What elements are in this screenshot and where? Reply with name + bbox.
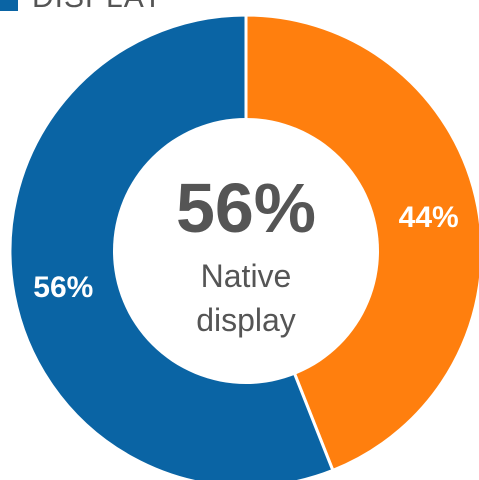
donut-hole (113, 118, 379, 384)
slice-label-2: 56% (33, 271, 93, 304)
legend-label: DISPLAY (32, 0, 164, 15)
center-value: 56% (176, 169, 316, 247)
legend: DISPLAY (0, 0, 164, 18)
legend-swatch (0, 0, 18, 11)
slice-label-1: 44% (399, 201, 459, 234)
center-label-line1: Native (201, 258, 292, 294)
center-label-line2: display (196, 302, 296, 338)
